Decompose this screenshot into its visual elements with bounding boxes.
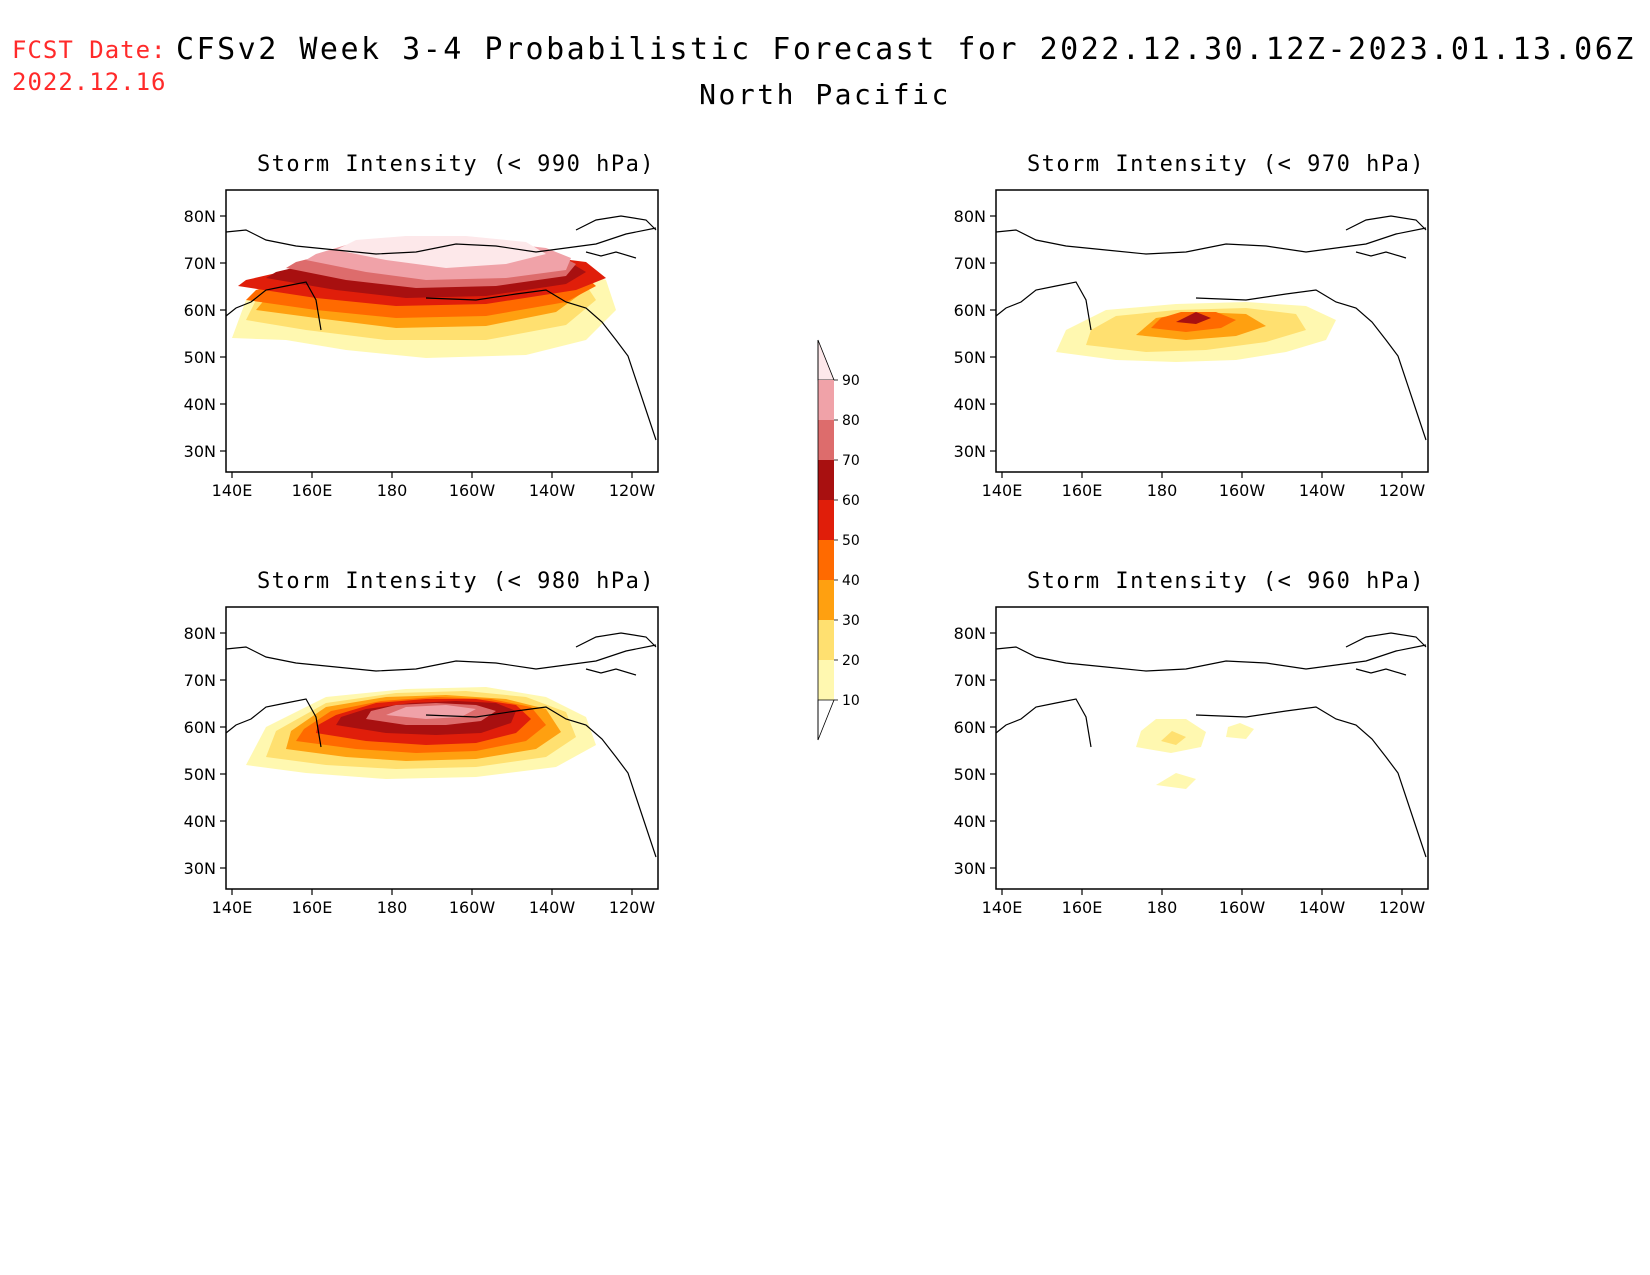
panel-frame (225, 606, 659, 890)
panel-title-960: Storm Intensity (< 960 hPa) (1026, 569, 1426, 594)
lon-tick-label: 140E (212, 481, 253, 500)
lon-tick-label: 160E (292, 481, 333, 500)
lon-tick-label: 160E (1062, 481, 1103, 500)
colorbar-segment (818, 580, 834, 620)
colorbar-bottom-extension (817, 699, 835, 741)
colorbar-segment (818, 460, 834, 500)
lon-tick-label: 140W (529, 481, 576, 500)
coastline (995, 632, 1427, 858)
lat-tick-label: 30N (954, 859, 986, 878)
colorbar-label: 90 (842, 373, 860, 389)
lat-tick-label: 70N (184, 254, 216, 273)
colorbar-label: 60 (842, 493, 860, 509)
lon-tick-label: 160W (1219, 481, 1266, 500)
lat-tick-label: 70N (184, 671, 216, 690)
forecast-date-value: 2022.12.16 (12, 68, 167, 96)
lon-tick-label: 160E (292, 898, 333, 917)
colorbar: 90 80 70 60 50 40 30 20 10 (817, 339, 860, 741)
lon-tick-label: 180 (377, 481, 408, 500)
lon-tick-label: 140W (1299, 898, 1346, 917)
lat-tick-label: 50N (954, 348, 986, 367)
lat-tick-label: 80N (184, 624, 216, 643)
panel-frame (995, 189, 1429, 473)
lon-tick-label: 120W (1379, 898, 1426, 917)
lon-tick-label: 140W (529, 898, 576, 917)
map-panel-990 (225, 189, 659, 473)
colorbar-segment (818, 380, 834, 420)
lat-tick-label: 70N (954, 254, 986, 273)
colorbar-label: 20 (842, 653, 860, 669)
coastline (225, 632, 657, 858)
lat-tick-label: 30N (184, 859, 216, 878)
panel-title-990: Storm Intensity (< 990 hPa) (256, 152, 656, 177)
panel-frame (225, 189, 659, 473)
lat-tick-label: 30N (184, 442, 216, 461)
colorbar-label: 80 (842, 413, 860, 429)
lon-tick-label: 160W (1219, 898, 1266, 917)
lat-tick-label: 40N (184, 395, 216, 414)
lon-tick-label: 120W (609, 898, 656, 917)
axis-labels: 80N 70N 60N 50N 40N 30N 140E 160E 180 160W 140W 120… (184, 207, 1426, 917)
colorbar-label: 40 (842, 573, 860, 589)
lat-tick-label: 60N (184, 718, 216, 737)
colorbar-segment (818, 420, 834, 460)
panel-title-970: Storm Intensity (< 970 hPa) (1026, 152, 1426, 177)
lat-tick-label: 60N (184, 301, 216, 320)
lon-tick-label: 180 (1147, 898, 1178, 917)
lat-tick-label: 30N (954, 442, 986, 461)
page-title: CFSv2 Week 3-4 Probabilistic Forecast fo… (176, 32, 1636, 67)
lon-tick-label: 120W (609, 481, 656, 500)
lat-tick-label: 40N (954, 812, 986, 831)
lat-tick-label: 50N (954, 765, 986, 784)
colorbar-segment (818, 620, 834, 660)
lon-tick-label: 140E (982, 481, 1023, 500)
colorbar-label: 10 (842, 693, 860, 709)
lat-tick-label: 40N (954, 395, 986, 414)
colorbar-label: 70 (842, 453, 860, 469)
lon-tick-label: 180 (1147, 481, 1178, 500)
lat-tick-label: 60N (954, 301, 986, 320)
lat-tick-label: 50N (184, 765, 216, 784)
probability-shading (1136, 719, 1254, 789)
colorbar-top-extension (817, 339, 835, 381)
probability-shading (232, 236, 616, 358)
colorbar-segment (818, 500, 834, 540)
lon-tick-label: 120W (1379, 481, 1426, 500)
lat-tick-label: 50N (184, 348, 216, 367)
lon-tick-label: 180 (377, 898, 408, 917)
colorbar-label: 50 (842, 533, 860, 549)
lon-tick-label: 140E (212, 898, 253, 917)
panel-title-980: Storm Intensity (< 980 hPa) (256, 569, 656, 594)
coastline (225, 215, 657, 441)
colorbar-segment (818, 660, 834, 700)
map-panel-980 (225, 606, 659, 890)
lat-tick-label: 60N (954, 718, 986, 737)
forecast-date-label: FCST Date: (12, 36, 167, 64)
map-panel-960 (995, 606, 1429, 890)
panel-frame (995, 606, 1429, 890)
lat-tick-label: 80N (184, 207, 216, 226)
probability-shading (1056, 302, 1336, 362)
lon-tick-label: 140E (982, 898, 1023, 917)
lat-tick-label: 70N (954, 671, 986, 690)
lat-tick-label: 80N (954, 624, 986, 643)
lon-tick-label: 160E (1062, 898, 1103, 917)
lon-tick-label: 140W (1299, 481, 1346, 500)
lon-tick-label: 160W (449, 481, 496, 500)
map-panel-970 (995, 189, 1429, 473)
lat-tick-label: 40N (184, 812, 216, 831)
probability-shading (246, 687, 596, 779)
lon-tick-label: 160W (449, 898, 496, 917)
colorbar-segment (818, 540, 834, 580)
lat-tick-label: 80N (954, 207, 986, 226)
coastline (995, 215, 1427, 441)
region-subtitle: North Pacific (699, 78, 951, 111)
colorbar-label: 30 (842, 613, 860, 629)
